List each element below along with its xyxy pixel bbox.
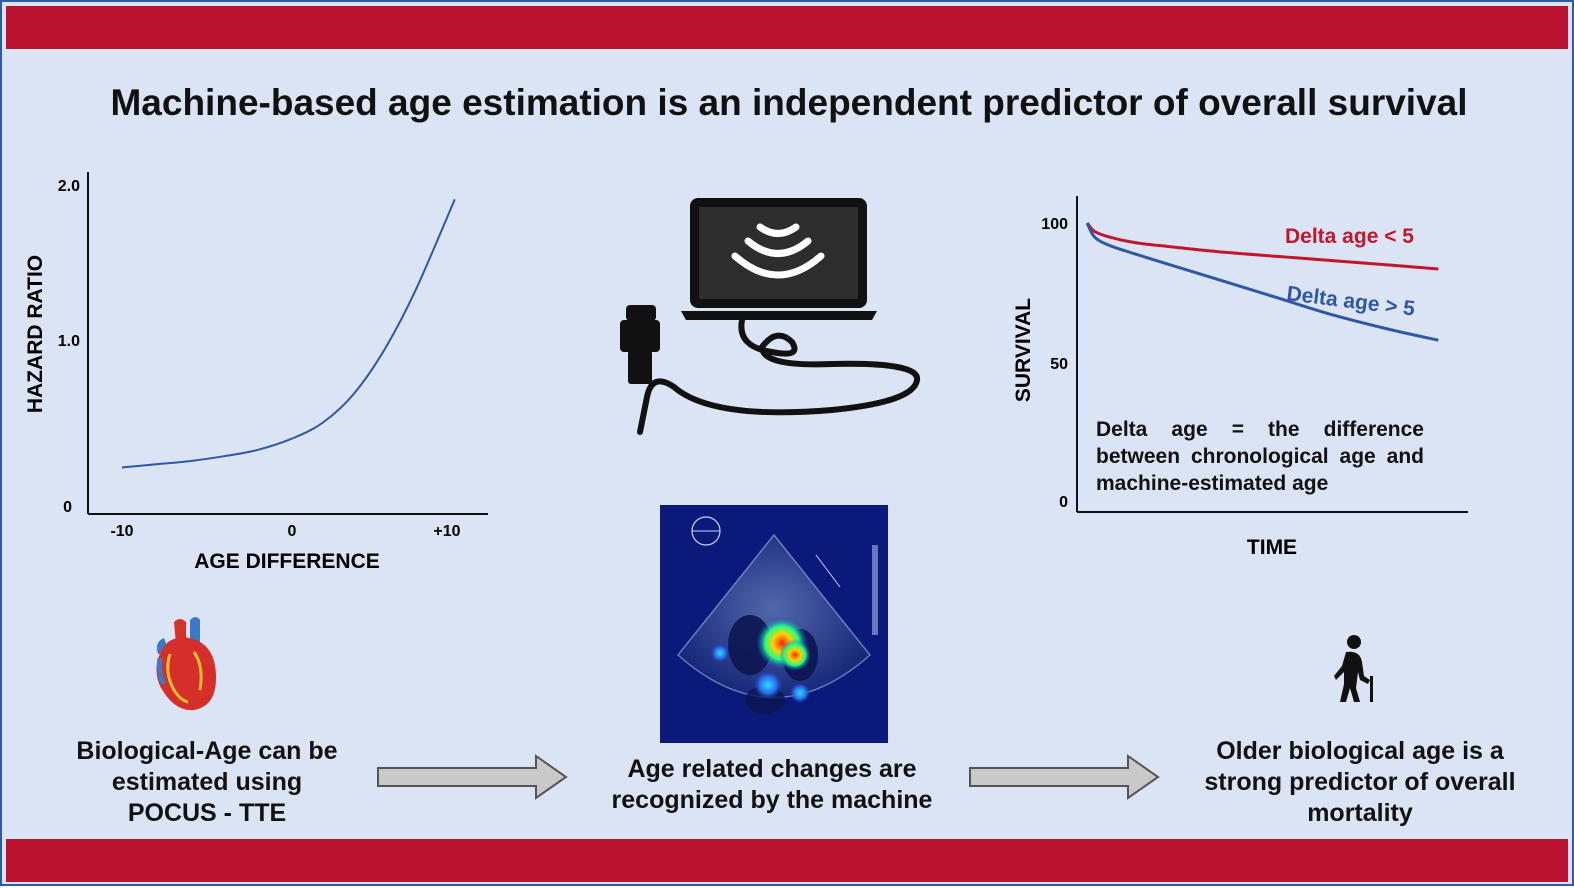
caption-center-line-1: Age related changes are	[627, 755, 917, 783]
arrow-right-icon	[377, 754, 568, 800]
caption-right-line-3: mortality	[1307, 799, 1413, 827]
bottom-banner	[6, 839, 1568, 882]
hr-y-tick-0: 0	[63, 499, 72, 516]
caption-left-line-2: estimated using	[111, 768, 303, 796]
heart-icon	[156, 617, 216, 711]
caption-right-line-2: strong predictor of overall	[1204, 768, 1516, 796]
hr-y-tick-1: 1.0	[58, 333, 80, 350]
echocardiogram-heatmap-image	[660, 505, 888, 743]
caption-left: Biological-Age can be estimated using PO…	[42, 736, 372, 829]
caption-right: Older biological age is a strong predict…	[1184, 736, 1536, 829]
hr-y-label: HAZARD RATIO	[24, 255, 47, 413]
delta-age-definition: Delta age = the difference between chron…	[1096, 418, 1424, 495]
caption-center-line-2: recognized by the machine	[611, 786, 933, 814]
caption-right-line-1: Older biological age is a	[1216, 737, 1504, 765]
arrow-right-icon	[969, 754, 1160, 800]
hr-x-label: AGE DIFFERENCE	[194, 550, 380, 573]
surv-x-label: TIME	[1247, 536, 1297, 559]
laptop-icon	[681, 198, 877, 320]
caption-left-line-1: Biological-Age can be	[76, 737, 338, 765]
legend-delta-lt-5: Delta age < 5	[1285, 225, 1414, 248]
probe-cable	[637, 317, 920, 435]
caption-left-line-3: POCUS - TTE	[127, 799, 287, 827]
survival-curve-delta-lt-5	[1086, 222, 1439, 271]
hr-x-tick-0: -10	[110, 523, 133, 540]
surv-y-label: SURVIVAL	[1012, 298, 1035, 402]
elderly-person-icon	[1334, 635, 1373, 702]
top-banner	[6, 6, 1568, 49]
survival-curve-delta-gt-5	[1085, 222, 1439, 342]
hr-curve	[121, 199, 456, 469]
ultrasound-probe-icon	[620, 305, 660, 384]
surv-y-tick-0: 0	[1059, 494, 1068, 511]
hr-x-tick-2: +10	[433, 523, 460, 540]
wireless-waves-icon	[731, 223, 825, 279]
hr-x-tick-1: 0	[288, 523, 297, 540]
caption-center: Age related changes are recognized by th…	[592, 754, 952, 816]
page-title: Machine-based age estimation is an indep…	[110, 82, 1468, 123]
hr-y-tick-2: 2.0	[58, 178, 80, 195]
surv-y-tick-2: 100	[1041, 216, 1068, 233]
surv-y-tick-1: 50	[1050, 356, 1068, 373]
